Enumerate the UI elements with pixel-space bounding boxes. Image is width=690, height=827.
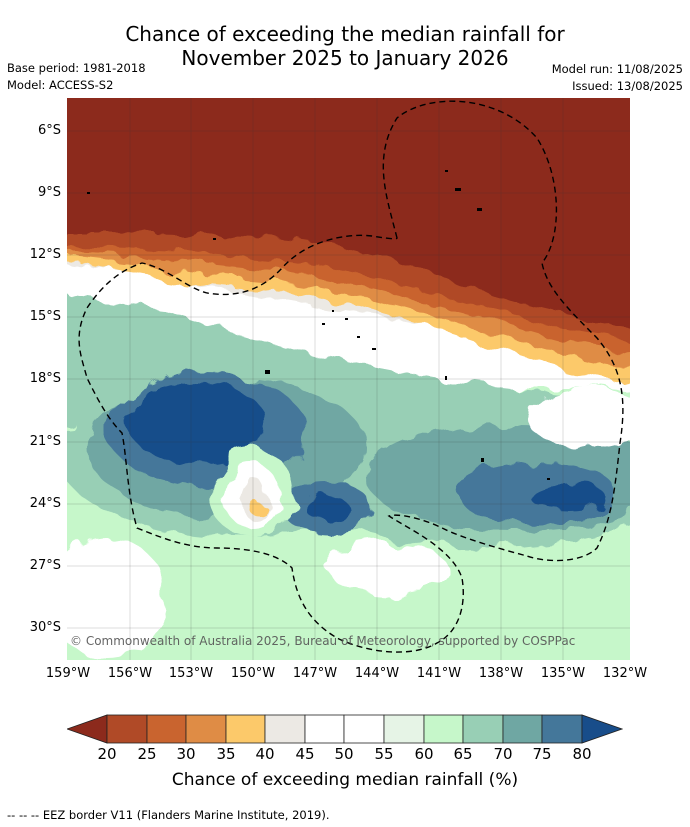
lat-label: 24°S [29,496,61,511]
colorbar-tick: 60 [414,745,434,763]
lat-label: 12°S [29,247,61,262]
colorbar-tick: 75 [532,745,552,763]
colorbar-segment [264,714,306,744]
colorbar-segment [343,714,385,744]
colorbar-tick: 50 [334,745,354,763]
title-line-1: Chance of exceeding the median rainfall … [125,22,565,46]
map-svg [67,98,630,660]
colorbar-segment [304,714,345,744]
colorbar-tick: 65 [453,745,473,763]
colorbar-segment [146,714,187,744]
lon-label: 156°W [107,666,153,681]
colorbar-tick: 40 [255,745,275,763]
issued-date: Issued: 13/08/2025 [572,79,683,93]
colorbar-title: Chance of exceeding median rainfall (%) [171,770,519,790]
islands [87,170,550,480]
lat-label: 6°S [37,123,61,138]
lon-label: 147°W [292,666,338,681]
lat-label: 15°S [29,309,61,324]
colorbar-segment [185,714,227,744]
rainfall-map [67,98,630,660]
model-name: Model: ACCESS-S2 [7,78,114,92]
colorbar-tick: 80 [572,745,592,763]
colorbar-arrow-low [65,714,108,744]
colorbar-tick: 45 [295,745,315,763]
lon-label: 159°W [45,666,91,681]
lon-label: 141°W [416,666,462,681]
lat-label: 9°S [37,185,61,200]
model-run: Model run: 11/08/2025 [551,62,683,76]
colorbar-tick: 70 [493,745,513,763]
lon-label: 132°W [602,666,648,681]
colorbar-tick: 30 [176,745,196,763]
colorbar-segment [462,714,504,744]
base-period: Base period: 1981-2018 [7,61,146,75]
colorbar-tick: 25 [137,745,157,763]
lon-label: 144°W [354,666,400,681]
copyright: © Commonwealth of Australia 2025, Bureau… [70,634,576,648]
colorbar-segment [502,714,543,744]
title-line-2: November 2025 to January 2026 [181,46,509,70]
colorbar-tick: 35 [216,745,236,763]
map-title: Chance of exceeding the median rainfall … [0,22,690,70]
lat-label: 27°S [29,558,61,573]
meta-right: Model run: 11/08/2025 Issued: 13/08/2025 [552,61,683,95]
lon-label: 138°W [478,666,524,681]
colorbar-svg [65,714,624,744]
colorbar-tick: 55 [374,745,394,763]
eez-border [78,100,624,653]
lat-label: 21°S [29,434,61,449]
colorbar [65,714,624,746]
lon-label: 150°W [230,666,276,681]
gridlines [67,98,630,660]
meta-left: Base period: 1981-2018 Model: ACCESS-S2 [7,60,146,94]
lat-label: 30°S [29,620,61,635]
colorbar-tick: 20 [97,745,117,763]
lat-label: 18°S [29,371,61,386]
colorbar-arrow-high [581,714,624,744]
lon-label: 153°W [168,666,214,681]
lon-label: 135°W [540,666,586,681]
rainfall-fill [67,98,630,660]
colorbar-segment [225,714,266,744]
colorbar-segment [106,714,148,744]
eez-footnote: -- -- -- EEZ border V11 (Flanders Marine… [7,808,330,822]
colorbar-segment [423,714,464,744]
colorbar-segment [541,714,583,744]
colorbar-segment [383,714,425,744]
